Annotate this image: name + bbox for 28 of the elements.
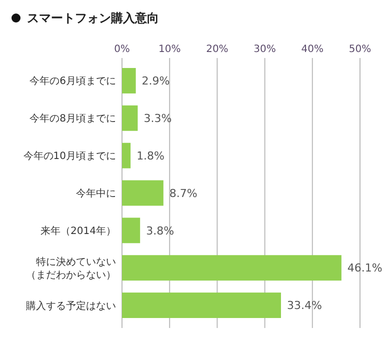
x-tick-label: 40% <box>301 44 324 55</box>
x-tick-label: 50% <box>348 44 372 55</box>
data-label: 33.4% <box>286 299 322 312</box>
x-tick-label: 20% <box>206 44 228 55</box>
bar <box>122 68 136 94</box>
x-tick-label: 30% <box>254 44 276 55</box>
bar <box>122 180 164 206</box>
bar <box>122 142 131 168</box>
data-label: 3.8% <box>146 224 174 238</box>
bar <box>122 255 342 281</box>
x-tick-label: 0% <box>114 44 130 55</box>
data-label: 46.1% <box>347 262 382 275</box>
bar <box>122 105 138 131</box>
y-tick-label: 今年の10月頃までに <box>23 150 116 162</box>
y-tick-label: 購入する予定はない <box>26 300 116 312</box>
y-tick-label: 今年の8月頃までに <box>30 112 116 125</box>
data-label: 2.9% <box>142 74 170 88</box>
y-tick-label: 特に決めていない（まだわからない） <box>26 256 116 281</box>
chart-title: スマートフォン購入意向 <box>27 11 159 25</box>
data-label: 3.3% <box>144 112 172 125</box>
y-tick-label: 今年の6月頃までに <box>30 75 116 88</box>
data-label: 1.8% <box>136 149 165 162</box>
data-label: 8.7% <box>169 186 198 200</box>
y-tick-label: 来年（2014年） <box>40 224 116 237</box>
x-tick-label: 10% <box>158 44 181 55</box>
bar <box>122 218 140 244</box>
bar <box>122 292 281 318</box>
y-tick-label: 今年中に <box>76 188 116 200</box>
